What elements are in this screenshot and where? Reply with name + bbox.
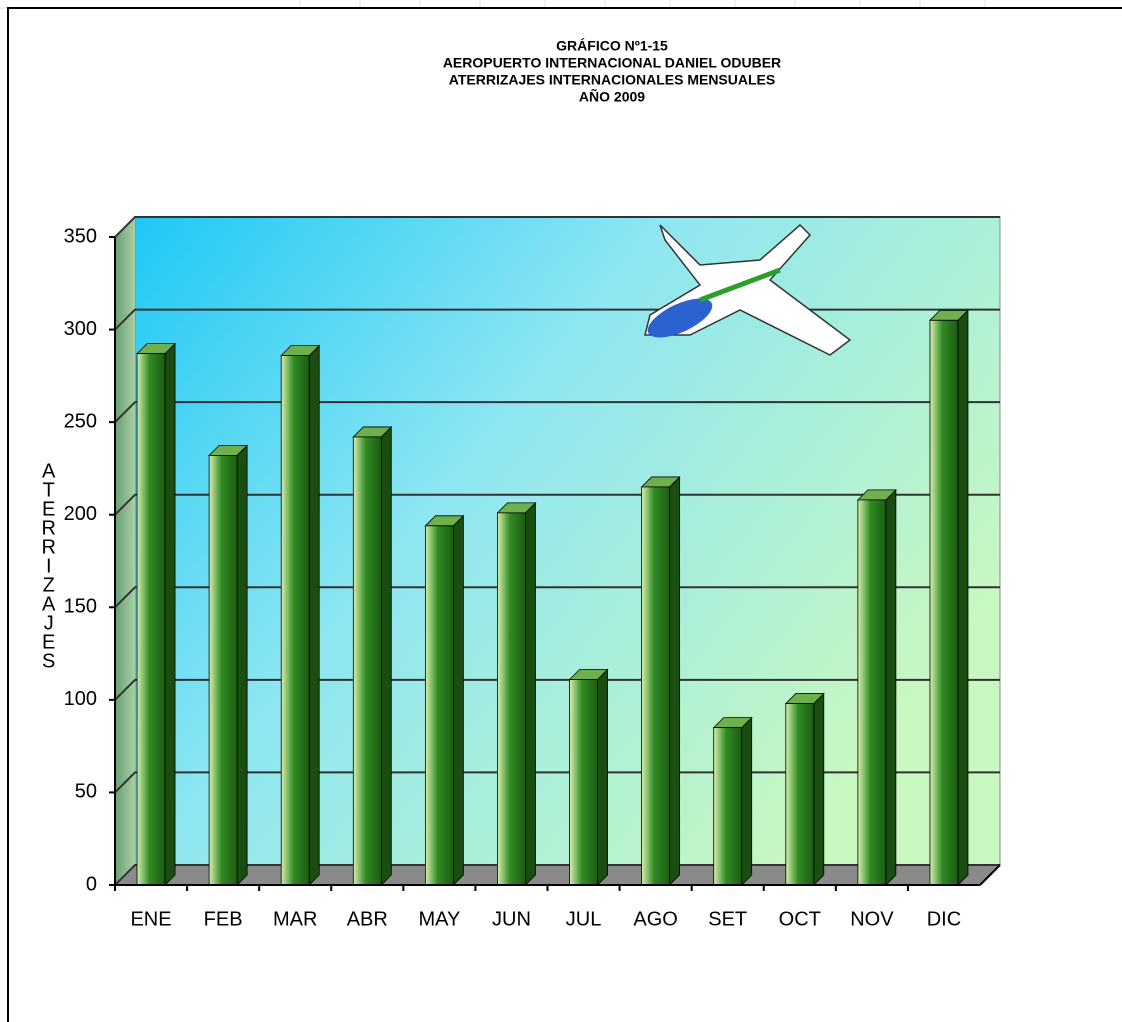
y-tick-label: 0 [86,873,97,895]
x-tick-label: MAY [418,908,460,930]
grid-line [114,678,1000,701]
side-wall [115,217,135,885]
grid-line [114,401,1000,423]
airplane-icon [644,223,852,356]
bar [569,679,598,886]
bar-side [741,716,753,886]
x-tick-label: FEB [204,908,243,930]
bar-side [597,668,608,886]
chart-title: ATERRIZAJES INTERNACIONALES MENSUALES [449,72,775,88]
bar-side [452,514,464,886]
y-tick-label: 350 [64,225,97,247]
y-tick-label: 250 [64,410,97,432]
bar-side [525,501,536,886]
grid-line [114,864,1000,886]
grid-line [114,771,1000,794]
sheet-grid [0,0,1122,9]
bar [857,499,887,886]
grid-line [114,586,1000,608]
y-axis-label: ATERRIZAJES [38,461,60,670]
x-tick-label: MAR [273,908,317,930]
bar [785,703,815,886]
bar-side [813,692,825,886]
x-tick-label: SET [708,908,747,930]
grid [114,216,1000,886]
bar [641,486,671,886]
y-tick-label: 300 [64,318,97,340]
grid-line [114,216,1000,238]
x-tick-label: JUL [566,908,602,930]
bar [352,436,382,886]
grid-line [114,493,1000,516]
bar-side [380,425,392,886]
x-tick-label: OCT [779,908,821,930]
y-tick-label: 100 [64,688,97,710]
bar-side [669,475,681,886]
bar [424,525,454,886]
bar-side [308,344,320,886]
bar-side [164,342,176,886]
chart-title: GRÁFICO Nº1-15 [556,38,668,54]
x-tick-label: ABR [347,908,388,930]
y-tick-label: 50 [75,781,97,803]
x-axis-depth [979,864,1001,886]
y-tick-label: 150 [64,596,97,618]
y-tick-label: 200 [64,503,97,525]
bar [497,512,526,886]
bar-side [957,309,969,886]
x-tick-label: DIC [927,908,961,930]
floor [115,865,1000,885]
bar [713,727,743,886]
x-tick-label: AGO [633,908,677,930]
bar-side [885,488,897,886]
x-tick-label: JUN [492,908,531,930]
bar [929,319,959,886]
bar-side [236,444,248,886]
x-tick-label: NOV [850,908,894,930]
bar [280,355,310,886]
x-tick-label: ENE [130,908,171,930]
chart-title: AEROPUERTO INTERNACIONAL DANIEL ODUBER [443,55,781,71]
bars [136,309,969,886]
bar [136,353,166,886]
bar [208,455,238,886]
chart-title: AÑO 2009 [579,88,645,105]
